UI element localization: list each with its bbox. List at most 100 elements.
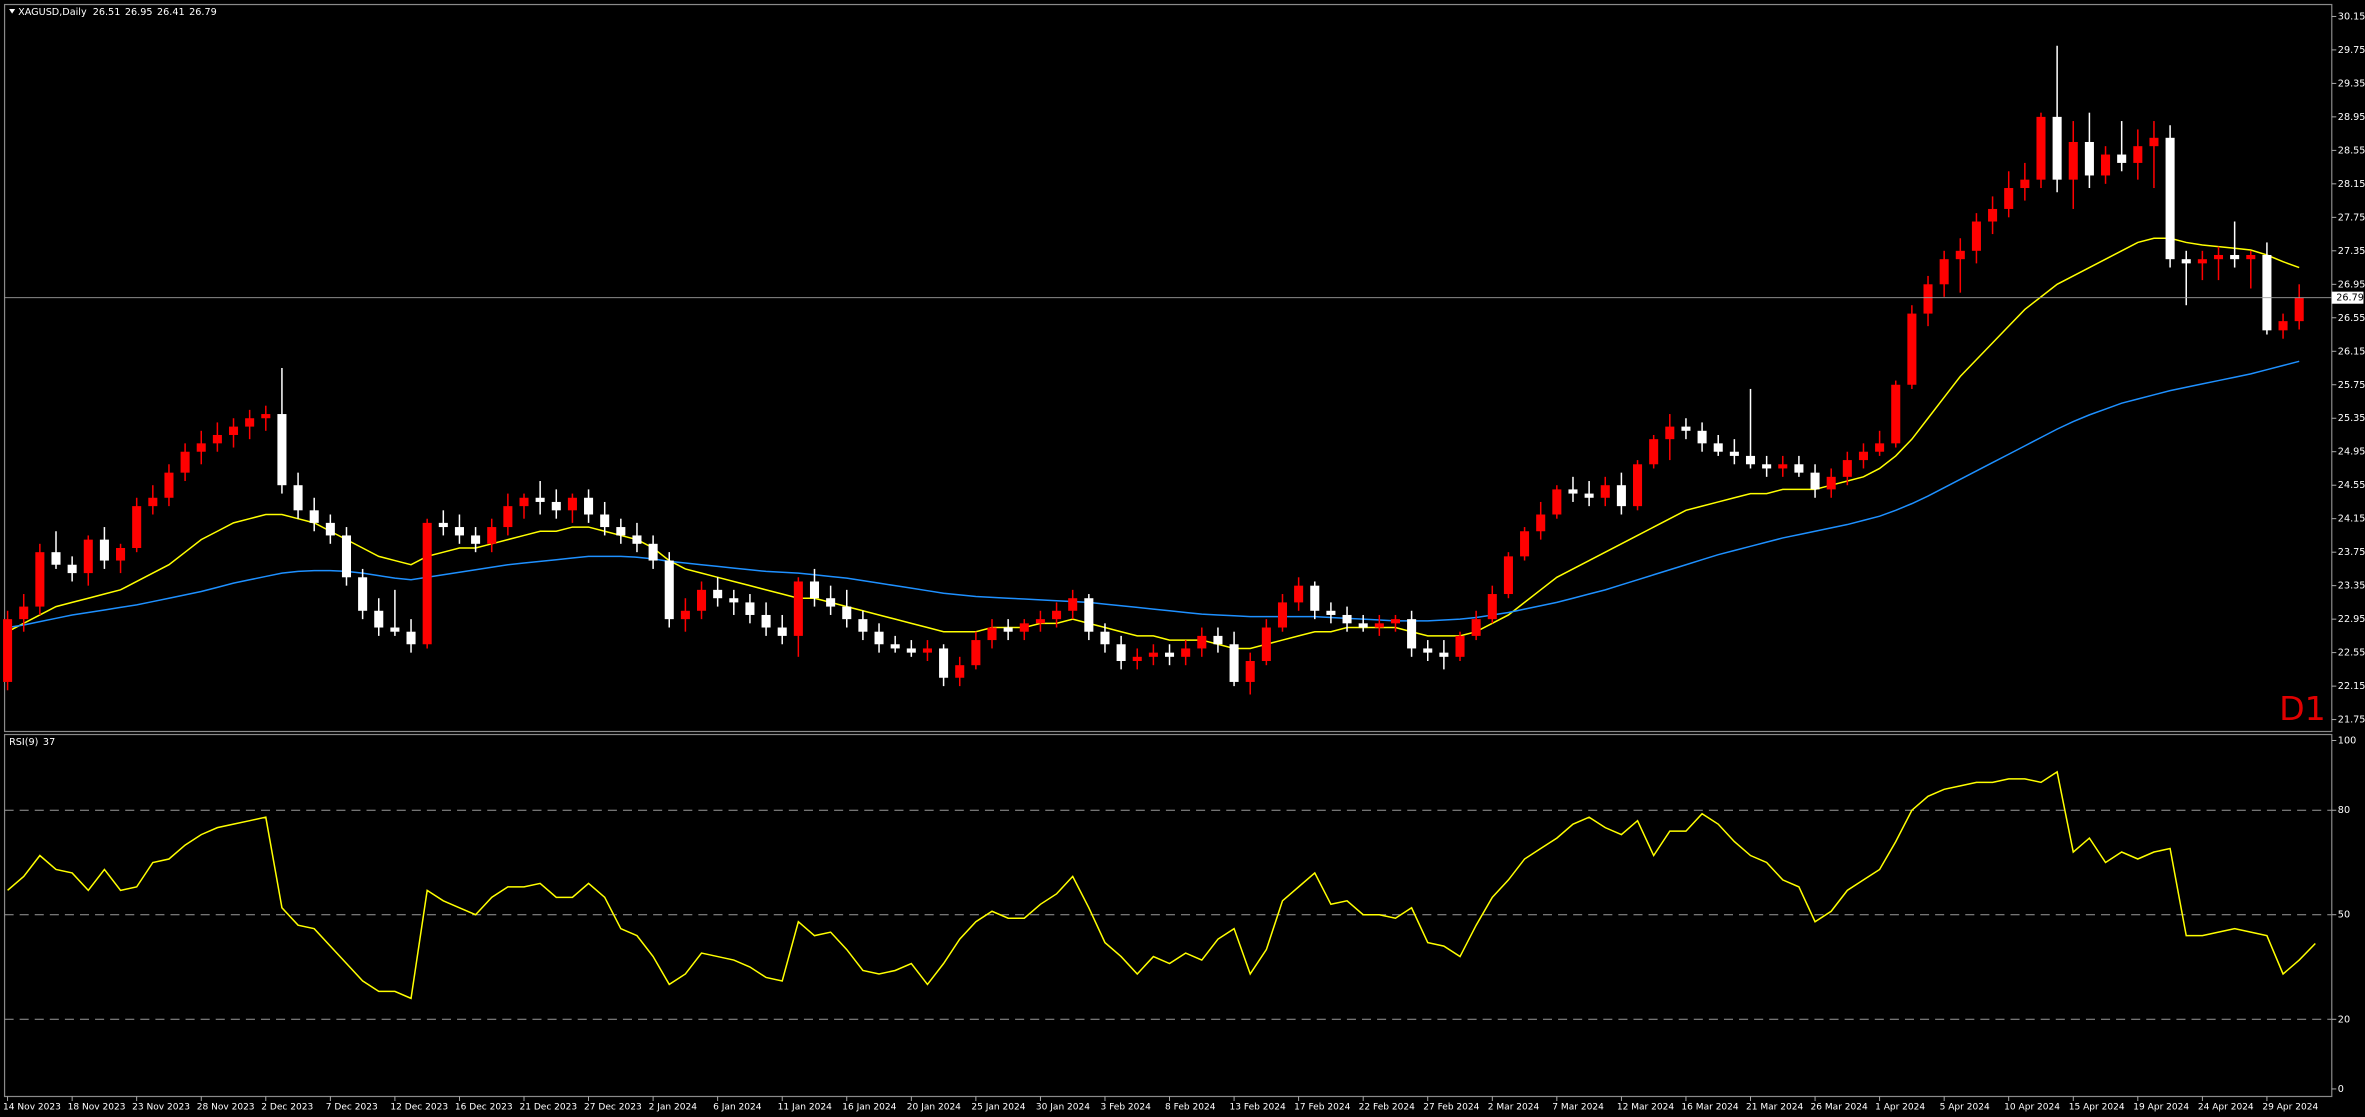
candle-body — [987, 627, 997, 641]
rsi-header: RSI(9) 37 — [9, 737, 55, 748]
candle-body — [1600, 485, 1610, 498]
candle-body — [939, 648, 949, 678]
candle-body — [648, 543, 658, 561]
candle-body — [1407, 619, 1417, 649]
candle-body — [729, 598, 739, 603]
x-tick-label: 17 Feb 2024 — [1294, 1103, 1350, 1113]
candle-body — [1213, 635, 1223, 645]
y-tick-label: 23.75 — [2338, 547, 2365, 558]
candle-body — [1310, 585, 1320, 611]
low: 26.41 — [157, 7, 185, 18]
x-tick-label: 2 Mar 2024 — [1488, 1103, 1540, 1113]
candle-body — [1261, 627, 1271, 662]
candle-body — [1907, 313, 1917, 385]
y-tick-label: 29.75 — [2338, 45, 2365, 56]
candle-body — [680, 610, 690, 620]
candle-body — [1826, 476, 1836, 490]
candle-body — [471, 535, 481, 544]
x-tick-label: 26 Mar 2024 — [1811, 1103, 1869, 1113]
y-tick-label: 80 — [2338, 805, 2350, 816]
y-tick-label: 100 — [2338, 736, 2356, 747]
y-tick-label: 25.35 — [2338, 413, 2365, 424]
y-tick-label: 24.95 — [2338, 447, 2365, 458]
candle-body — [955, 665, 965, 678]
candle-body — [1181, 648, 1191, 657]
candle-body — [1729, 451, 1739, 456]
candle-body — [2246, 254, 2256, 260]
candle-body — [2004, 188, 2014, 209]
candle-body — [1552, 489, 1562, 515]
candle-body — [1084, 598, 1094, 632]
collapse-icon[interactable] — [9, 9, 16, 14]
candle-body — [35, 552, 45, 607]
candle-body — [1842, 460, 1852, 477]
candle-body — [3, 619, 13, 682]
high: 26.95 — [125, 7, 153, 18]
candle-body — [777, 627, 787, 636]
x-tick-label: 2 Dec 2023 — [261, 1103, 313, 1113]
line — [7, 237, 2300, 650]
candle-body — [1649, 439, 1659, 465]
candle-body — [1245, 661, 1255, 682]
candle-body — [1568, 489, 1578, 494]
y-tick-label: 28.15 — [2338, 179, 2365, 190]
candle-body — [1439, 652, 1449, 657]
candle-body — [632, 535, 642, 544]
candle-body — [2052, 116, 2062, 180]
y-tick-label: 0 — [2338, 1084, 2344, 1095]
x-tick-label: 20 Jan 2024 — [907, 1103, 961, 1113]
candle-body — [487, 527, 497, 544]
candle-body — [551, 501, 561, 511]
candle-body — [1810, 472, 1820, 490]
rsi-panel — [3, 733, 2333, 1098]
x-tick-label: 6 Jan 2024 — [713, 1103, 762, 1113]
candle-body — [600, 514, 610, 528]
candle-body — [438, 522, 448, 528]
candle-body — [664, 560, 674, 620]
y-tick-label: 26.95 — [2338, 279, 2365, 290]
candle-body — [2133, 146, 2143, 163]
candle-body — [1891, 384, 1901, 444]
x-tick-label: 5 Apr 2024 — [1940, 1103, 1990, 1113]
candle-body — [1584, 493, 1594, 498]
candle-body — [1035, 619, 1045, 624]
open: 26.51 — [93, 7, 121, 18]
candle-body — [1923, 284, 1933, 314]
last-price-label: 26.79 — [2336, 293, 2364, 304]
candle-body — [1358, 623, 1368, 628]
candle-body — [2165, 137, 2175, 260]
y-tick-label: 23.35 — [2338, 581, 2365, 592]
candle-body — [2230, 254, 2240, 260]
candle-body — [2294, 297, 2304, 322]
candle-body — [745, 602, 755, 615]
candle-body — [374, 610, 384, 628]
candle-body — [1165, 652, 1175, 657]
candle-body — [2068, 141, 2078, 180]
candle-body — [2262, 254, 2272, 331]
candle-body — [2149, 137, 2159, 147]
candle-body — [2278, 321, 2288, 331]
y-tick-label: 22.15 — [2338, 681, 2365, 692]
rsi-value: 37 — [43, 737, 55, 748]
candle-body — [1003, 627, 1013, 632]
y-tick-label: 28.95 — [2338, 112, 2365, 123]
x-tick-label: 18 Nov 2023 — [68, 1103, 126, 1113]
candle-body — [196, 443, 206, 452]
candle-body — [1197, 635, 1207, 649]
timeframe-label: D1 — [2279, 689, 2326, 728]
symbol-header: XAGUSD,Daily 26.51 26.95 26.41 26.79 — [18, 7, 217, 18]
candle-body — [51, 552, 61, 565]
candle-body — [1342, 614, 1352, 624]
candle-body — [99, 539, 109, 561]
candle-body — [842, 606, 852, 620]
candle-body — [809, 581, 820, 599]
candle-body — [2181, 259, 2191, 264]
candle-body — [358, 577, 368, 611]
x-tick-label: 16 Dec 2023 — [455, 1103, 513, 1113]
y-tick-label: 30.15 — [2338, 11, 2365, 22]
candle-body — [1988, 208, 1998, 222]
candle-body — [584, 497, 594, 515]
candle-body — [696, 589, 707, 611]
candle-body — [212, 434, 222, 444]
